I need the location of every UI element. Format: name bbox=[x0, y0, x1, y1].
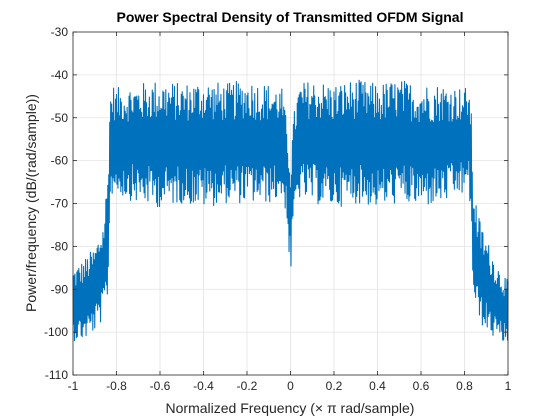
x-tick-label: 1 bbox=[505, 379, 512, 393]
x-tick-label: 0.4 bbox=[369, 379, 386, 393]
chart-title: Power Spectral Density of Transmitted OF… bbox=[117, 9, 464, 25]
y-tick-label: -40 bbox=[51, 68, 69, 82]
x-tick-label: 0.8 bbox=[456, 379, 473, 393]
x-tick-label: 0.6 bbox=[413, 379, 430, 393]
x-axis-ticks: -1 -0.8 -0.6 -0.4 -0.2 0 0.2 0.4 0.6 0.8 1 bbox=[68, 32, 512, 393]
x-tick-label: 0 bbox=[287, 379, 294, 393]
y-tick-label: -60 bbox=[51, 154, 69, 168]
y-tick-label: -110 bbox=[45, 368, 68, 382]
y-tick-label: -90 bbox=[51, 282, 69, 296]
x-tick-label: 0.2 bbox=[326, 379, 343, 393]
psd-line bbox=[72, 79, 509, 342]
x-tick-label: -0.4 bbox=[193, 379, 214, 393]
x-axis-label: Normalized Frequency (× π rad/sample) bbox=[166, 400, 415, 416]
x-tick-label: -0.2 bbox=[237, 379, 258, 393]
y-tick-label: -70 bbox=[51, 197, 69, 211]
y-tick-label: -80 bbox=[51, 239, 69, 253]
y-axis-ticks: -110 -100 -90 -80 -70 -60 -50 -40 -30 bbox=[44, 25, 508, 382]
series-layer bbox=[72, 79, 509, 342]
y-tick-label: -50 bbox=[51, 111, 69, 125]
y-axis-label: Power/frequency (dB/(rad/sample)) bbox=[23, 94, 39, 312]
x-tick-label: -0.6 bbox=[150, 379, 171, 393]
x-tick-label: -1 bbox=[68, 379, 79, 393]
x-tick-label: -0.8 bbox=[106, 379, 127, 393]
y-tick-label: -100 bbox=[44, 325, 68, 339]
y-tick-label: -30 bbox=[51, 25, 69, 39]
